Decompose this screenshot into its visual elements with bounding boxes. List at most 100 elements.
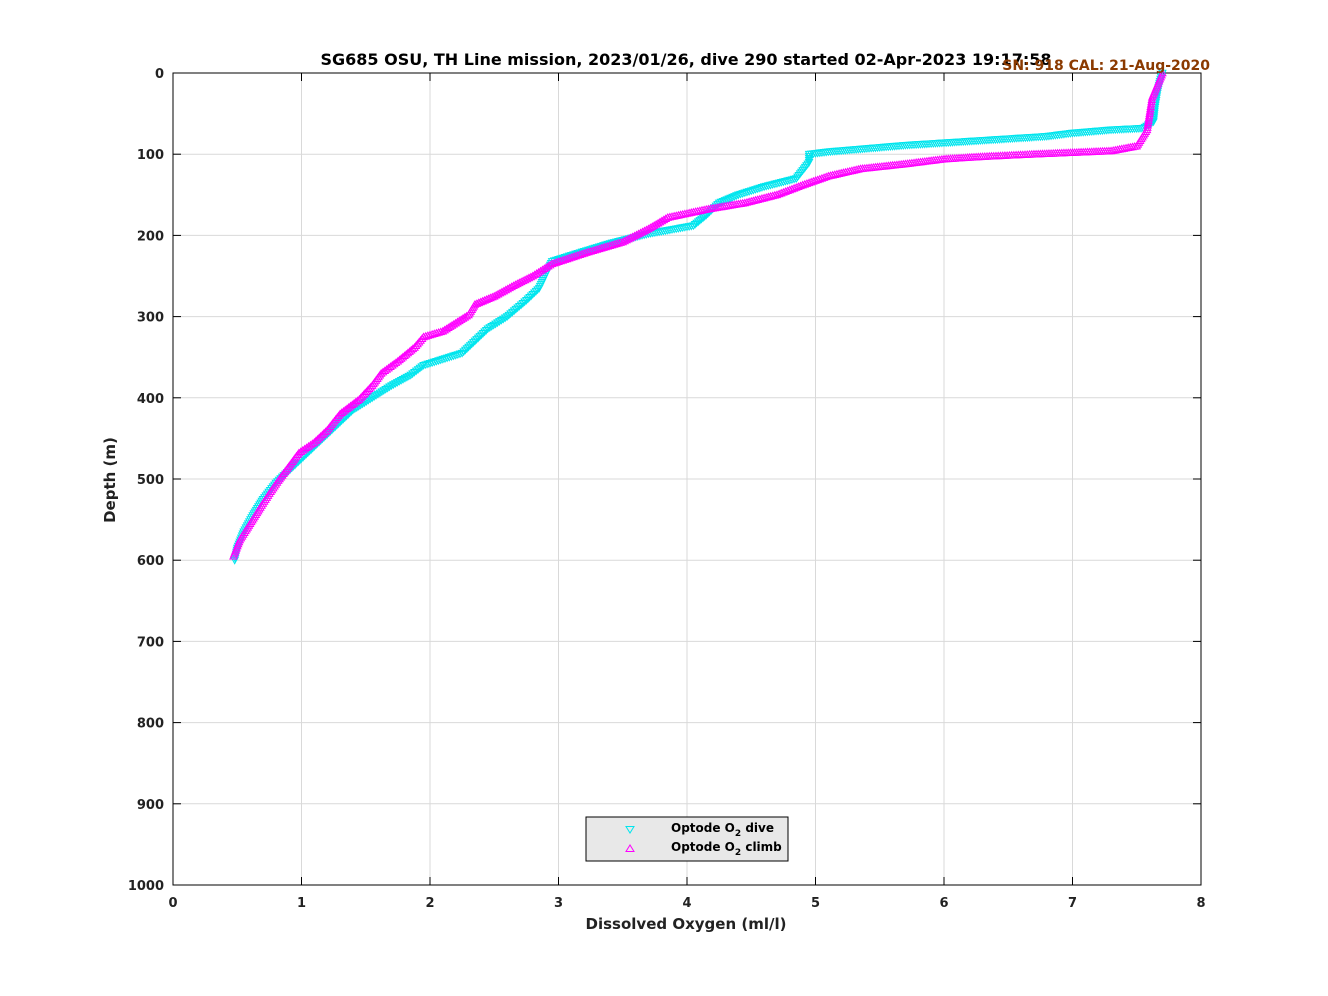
- series-climb: [229, 68, 1167, 560]
- data-point-climb: [513, 279, 522, 288]
- data-point-dive: [493, 319, 502, 328]
- legend-marker-dive: [625, 826, 635, 834]
- data-point-climb: [1144, 116, 1153, 124]
- data-point-dive: [379, 387, 389, 396]
- data-point-dive: [369, 393, 379, 402]
- x-tick-label: 4: [682, 896, 691, 911]
- grid: [173, 73, 1201, 885]
- data-point-climb: [543, 261, 553, 270]
- data-point-climb: [636, 228, 645, 237]
- legend-sub-dive: 2: [735, 829, 741, 839]
- data-point-climb: [540, 264, 549, 272]
- data-point-climb: [541, 262, 551, 271]
- y-tick-label: 700: [137, 635, 164, 650]
- data-point-dive: [693, 218, 703, 227]
- data-point-dive: [385, 383, 394, 392]
- data-point-dive: [500, 314, 510, 323]
- data-point-climb: [509, 281, 518, 290]
- data-point-climb: [530, 270, 540, 279]
- x-axis-label: Dissolved Oxygen (ml/l): [586, 915, 787, 933]
- y-tick-label: 800: [137, 717, 164, 732]
- data-point-dive: [690, 221, 700, 229]
- data-point-dive: [489, 321, 498, 330]
- legend-label-dive: Optode O2 dive: [671, 821, 774, 839]
- series-layer: [229, 68, 1167, 565]
- series-dive: [230, 69, 1167, 565]
- data-point-climb: [516, 277, 526, 286]
- y-axis-label: Depth (m): [101, 437, 119, 523]
- data-point-climb: [1158, 68, 1167, 77]
- data-point-climb: [1144, 111, 1154, 120]
- data-point-climb: [298, 445, 308, 454]
- data-point-dive: [502, 313, 512, 322]
- calibration-note: SN: 918 CAL: 21-Aug-2020: [1002, 58, 1210, 74]
- data-point-dive: [716, 198, 726, 207]
- data-point-climb: [1145, 104, 1155, 113]
- data-point-climb: [507, 282, 516, 291]
- chart-title: SG685 OSU, TH Line mission, 2023/01/26, …: [321, 50, 1052, 69]
- data-point-climb: [514, 278, 524, 287]
- data-point-climb: [622, 235, 632, 244]
- data-point-dive: [365, 395, 375, 404]
- data-point-dive: [373, 390, 383, 399]
- data-point-climb: [528, 271, 538, 280]
- data-point-climb: [460, 312, 470, 321]
- data-point-dive: [804, 156, 814, 165]
- data-point-climb: [1146, 99, 1156, 108]
- x-tick-label: 7: [1068, 896, 1077, 911]
- data-point-climb: [1147, 97, 1156, 106]
- data-point-dive: [375, 389, 385, 398]
- data-point-climb: [487, 292, 497, 301]
- data-point-climb: [296, 447, 306, 455]
- data-point-dive: [377, 388, 387, 397]
- data-point-climb: [1144, 113, 1154, 122]
- data-point-dive: [459, 348, 469, 357]
- data-point-climb: [511, 280, 520, 289]
- data-point-climb: [532, 269, 542, 277]
- data-point-dive: [491, 320, 500, 329]
- x-tick-label: 6: [939, 896, 948, 911]
- data-point-climb: [628, 232, 637, 241]
- data-point-dive: [387, 382, 396, 391]
- data-point-climb: [534, 267, 543, 276]
- data-point-dive: [700, 213, 710, 221]
- data-point-dive: [363, 396, 373, 405]
- x-tick-label: 8: [1196, 896, 1205, 911]
- data-point-dive: [804, 150, 814, 159]
- legend-box: [585, 816, 789, 862]
- data-point-climb: [536, 266, 545, 275]
- data-point-climb: [630, 231, 639, 240]
- data-point-dive: [495, 318, 504, 327]
- y-tick-label: 200: [137, 229, 164, 244]
- data-point-climb: [520, 275, 530, 284]
- data-point-dive: [698, 214, 708, 223]
- data-point-climb: [1143, 122, 1152, 131]
- data-point-climb: [1146, 102, 1156, 110]
- legend-label-climb: Optode O2 climb: [671, 840, 782, 858]
- x-tick-label: 0: [168, 896, 177, 911]
- y-tick-label: 1000: [128, 879, 164, 894]
- data-point-dive: [697, 215, 706, 224]
- data-point-climb: [1145, 109, 1154, 117]
- data-point-climb: [518, 276, 528, 285]
- data-point-dive: [371, 392, 381, 400]
- y-tick-label: 100: [137, 148, 164, 163]
- data-point-climb: [618, 237, 628, 246]
- data-point-climb: [300, 444, 310, 453]
- data-point-climb: [640, 226, 649, 235]
- data-point-climb: [1147, 95, 1157, 103]
- data-point-dive: [381, 385, 391, 394]
- x-tick-label: 3: [554, 896, 563, 911]
- data-point-dive: [367, 394, 377, 403]
- data-point-dive: [804, 152, 814, 161]
- ticks: 0 1 2 3 4 5 6 7 8 0 100 200 300 400 500 600 700 800 900 100…: [128, 67, 1206, 911]
- y-tick-label: 300: [137, 311, 164, 326]
- data-point-dive: [695, 217, 705, 225]
- data-point-dive: [496, 316, 506, 325]
- data-point-dive: [804, 154, 814, 163]
- data-point-climb: [1143, 120, 1153, 129]
- data-point-climb: [638, 227, 647, 236]
- data-point-climb: [522, 274, 532, 283]
- data-point-climb: [304, 441, 313, 450]
